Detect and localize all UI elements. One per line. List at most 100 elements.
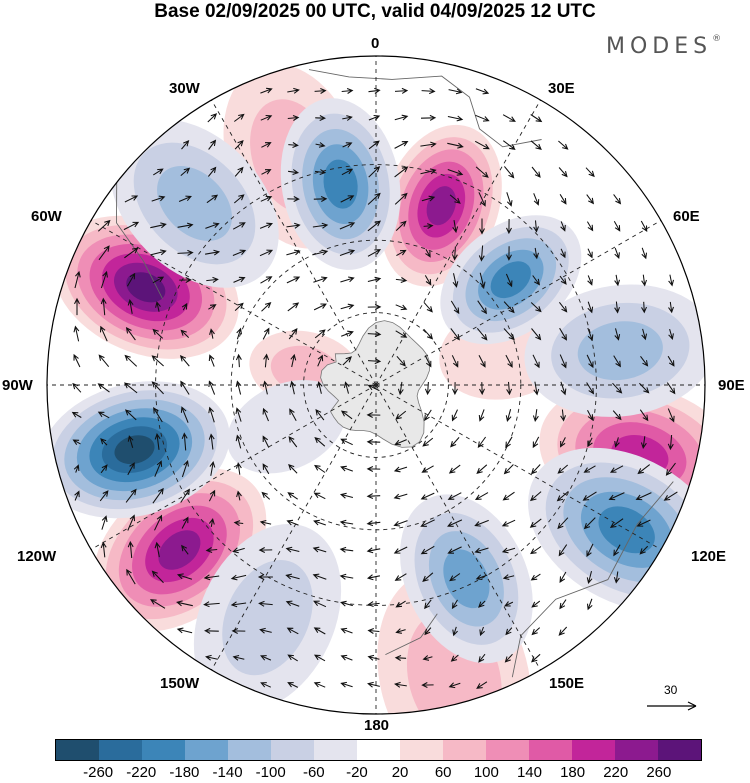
wind-vector-arrow (505, 273, 513, 288)
wind-vector-arrow (261, 301, 272, 312)
wind-vector-arrow (340, 438, 353, 446)
wind-vector-arrow (99, 490, 109, 502)
wind-vector-arrow (340, 276, 355, 283)
wind-vector-arrow (582, 491, 597, 501)
wind-vector-arrow (639, 545, 649, 555)
lon-label-0: 0 (371, 35, 380, 52)
wind-vector-arrow (290, 353, 297, 368)
wind-vector-arrow (205, 222, 220, 229)
colorbar-segment (529, 740, 572, 760)
wind-vector-arrow (181, 302, 188, 311)
colorbar-tick-label: 140 (516, 764, 542, 781)
wind-vector-arrow (313, 654, 326, 662)
wind-vector-arrow (341, 88, 354, 94)
wind-vector-arrow (450, 654, 459, 662)
wind-vector-arrow (288, 169, 300, 175)
wind-vector-arrow (397, 381, 404, 396)
wind-vector-arrow (176, 600, 193, 607)
wind-vector-arrow (532, 354, 540, 369)
wind-vector-arrow (314, 464, 326, 473)
wind-vector-arrow (313, 492, 326, 500)
wind-vector-arrow (394, 681, 407, 688)
wind-vector-arrow (587, 275, 593, 286)
wind-vector-arrow (342, 142, 353, 148)
wind-vector-arrow (368, 140, 380, 150)
wind-vector-arrow (152, 328, 164, 339)
wind-vector-arrow (206, 276, 219, 283)
colorbar-tick-label: -220 (126, 764, 157, 781)
wind-vector-arrow (100, 297, 107, 316)
wind-vector-arrow (153, 168, 164, 176)
wind-vector-arrow (474, 140, 490, 150)
wind-vector-arrow (203, 601, 220, 608)
wind-vector-arrow (124, 409, 137, 421)
wind-vector-arrow (639, 409, 649, 422)
wind-vector-arrow (367, 304, 382, 310)
wind-vector-arrow (124, 247, 139, 259)
anomaly-contour (577, 321, 663, 381)
wind-vector-arrow (233, 276, 246, 283)
wind-vector-arrow (74, 490, 80, 501)
wind-vector-arrow (232, 222, 246, 230)
lon-label-60w: 60W (31, 208, 62, 225)
wind-vector-arrow (257, 574, 273, 580)
wind-vector-arrow (558, 167, 568, 178)
wind-vector-arrow (368, 87, 381, 94)
wind-vector-arrow (424, 355, 432, 368)
colorbar-segment (314, 740, 357, 760)
wind-vector-arrow (451, 599, 458, 610)
wind-vector-arrow (452, 626, 458, 637)
wind-vector-arrow (502, 491, 515, 501)
wind-vector-arrow (315, 408, 325, 421)
wind-vector-arrow (478, 653, 486, 663)
wind-vector-arrow (367, 384, 380, 392)
wind-vector-arrow (127, 462, 135, 476)
wind-vector-arrow (263, 353, 270, 368)
wind-vector-arrow (586, 354, 594, 369)
wind-vector-arrow (285, 600, 300, 607)
wind-vector-arrow (149, 599, 166, 609)
wind-vector-arrow (209, 461, 216, 476)
wind-vector-arrow (505, 354, 513, 368)
wind-vector-arrow (531, 166, 541, 178)
wind-vector-arrow (447, 142, 464, 149)
wind-vector-arrow (207, 166, 217, 177)
wind-vector-arrow (531, 627, 541, 636)
wind-vector-arrow (395, 410, 407, 420)
wind-vector-arrow (366, 466, 381, 472)
wind-vector-arrow (125, 488, 137, 503)
wind-vector-arrow (424, 381, 431, 396)
wind-vector-arrow (340, 681, 353, 688)
brand-name: MODES (606, 34, 713, 59)
wind-vector-arrow (586, 543, 594, 558)
wind-vector-arrow (448, 682, 461, 689)
wind-vector-arrow (394, 114, 409, 121)
anomaly-contour (114, 435, 155, 465)
wind-vector-arrow (180, 167, 191, 176)
colorbar-segment (228, 740, 271, 760)
wind-vector-arrow (150, 222, 167, 229)
wind-vector-arrow (100, 270, 108, 289)
wind-vector-arrow (587, 301, 594, 314)
wind-vector-arrow (395, 277, 408, 283)
wind-vector-arrow (367, 358, 382, 365)
wind-vector-arrow (449, 573, 461, 582)
wind-vector-arrow (665, 462, 676, 476)
wind-vector-arrow (208, 139, 217, 150)
wind-vector-arrow (366, 574, 381, 581)
wind-vector-arrow (449, 194, 461, 204)
wind-vector-arrow (262, 380, 269, 395)
wind-vector-arrow (366, 493, 381, 499)
wind-vector-arrow (506, 246, 512, 261)
wind-vector-arrow (424, 275, 432, 286)
wind-vector-arrow (452, 382, 458, 396)
colorbar-tick-label: 20 (391, 764, 409, 781)
wind-vector-arrow (180, 488, 190, 503)
wind-vector-arrow (478, 192, 486, 207)
wind-vector-arrow (393, 493, 408, 500)
wind-vector-arrow (180, 329, 190, 338)
meridian (375, 384, 662, 550)
wind-vector-arrow (233, 520, 244, 527)
wind-vector-arrow (425, 249, 431, 258)
wind-vector-arrow (204, 627, 219, 634)
